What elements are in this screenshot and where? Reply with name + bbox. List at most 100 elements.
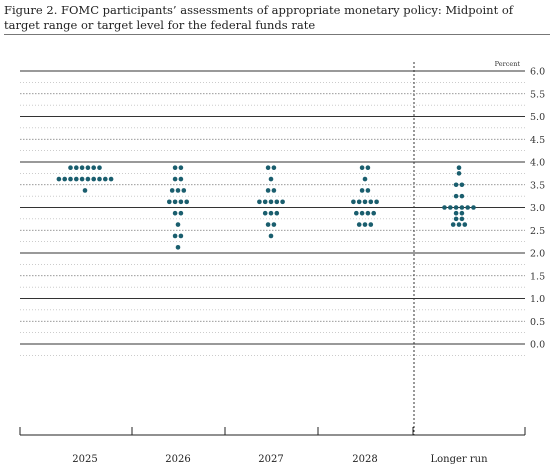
title-rule <box>4 34 550 35</box>
data-point <box>167 199 172 205</box>
data-point <box>175 222 181 227</box>
data-point <box>172 199 178 205</box>
data-point <box>450 222 456 227</box>
data-point <box>178 210 184 216</box>
data-point <box>178 165 184 170</box>
data-point <box>456 165 462 170</box>
data-point <box>108 176 114 182</box>
data-point <box>362 176 368 182</box>
data-point <box>371 210 377 216</box>
data-point <box>268 176 274 182</box>
data-point <box>356 199 362 205</box>
data-point <box>368 199 374 205</box>
data-point <box>453 210 459 216</box>
data-point <box>271 188 277 193</box>
y-tick-label: 0.5 <box>530 317 545 328</box>
chart-title: Figure 2. FOMC participants’ assessments… <box>4 3 514 32</box>
data-point <box>172 233 178 239</box>
data-point <box>274 199 280 205</box>
x-tick-label: 2026 <box>165 454 190 465</box>
y-axis-label: Percent <box>495 60 521 68</box>
data-point <box>365 210 371 216</box>
data-point <box>459 193 465 199</box>
x-tick-label: 2028 <box>352 454 377 465</box>
data-point <box>169 188 175 193</box>
data-point <box>68 176 73 182</box>
data-point <box>265 165 271 170</box>
data-point <box>85 165 91 170</box>
y-tick-label: 0.0 <box>530 340 545 351</box>
data-point <box>362 222 368 227</box>
data-point <box>82 188 88 193</box>
data-point <box>62 176 67 182</box>
data-point <box>359 165 365 170</box>
y-tick-label: 1.5 <box>530 271 545 282</box>
data-point <box>351 199 356 205</box>
data-point <box>268 199 274 205</box>
data-point <box>178 233 184 239</box>
y-tick-label: 2.5 <box>530 226 545 237</box>
data-point <box>268 210 274 216</box>
data-point <box>79 176 85 182</box>
y-tick-label: 5.0 <box>530 112 545 123</box>
data-point <box>453 205 459 210</box>
data-point <box>74 176 79 182</box>
data-point <box>453 182 459 188</box>
data-point <box>359 210 365 216</box>
data-point <box>178 199 184 205</box>
data-point <box>172 176 178 182</box>
data-point <box>459 205 465 210</box>
data-point <box>262 199 268 205</box>
data-point <box>280 199 285 205</box>
y-tick-label: 4.0 <box>530 158 545 169</box>
data-point <box>456 171 462 176</box>
data-point <box>91 165 96 170</box>
y-tick-label: 5.5 <box>530 89 545 100</box>
data-point <box>265 222 271 227</box>
data-point <box>79 165 85 170</box>
data-point <box>97 165 102 170</box>
data-point <box>448 205 453 210</box>
data-point <box>356 222 362 227</box>
y-tick-label: 3.5 <box>530 180 545 191</box>
data-point <box>459 182 465 188</box>
data-point <box>271 165 277 170</box>
data-point <box>172 210 178 216</box>
x-tick-label: 2027 <box>258 454 283 465</box>
data-point <box>85 176 91 182</box>
y-tick-label: 1.0 <box>530 294 545 305</box>
data-point <box>68 165 73 170</box>
data-point <box>456 222 462 227</box>
x-tick-label: 2025 <box>72 454 97 465</box>
data-point <box>181 188 187 193</box>
y-tick-label: 3.0 <box>530 203 545 214</box>
data-point <box>97 176 102 182</box>
data-point <box>274 210 280 216</box>
data-point <box>442 205 447 210</box>
y-tick-label: 2.0 <box>530 249 545 260</box>
data-point <box>257 199 262 205</box>
data-point <box>365 188 371 193</box>
data-point <box>178 176 184 182</box>
x-tick-label: Longer run <box>430 454 488 465</box>
y-tick-label: 6.0 <box>530 67 545 78</box>
data-point <box>91 176 96 182</box>
data-point <box>359 188 365 193</box>
data-point <box>265 188 271 193</box>
data-point <box>465 205 471 210</box>
data-point <box>268 233 274 239</box>
data-point <box>459 210 465 216</box>
data-point <box>365 165 371 170</box>
data-point <box>271 222 277 227</box>
data-point <box>172 165 178 170</box>
data-point <box>362 199 368 205</box>
data-point <box>459 216 465 222</box>
y-tick-label: 4.5 <box>530 135 545 146</box>
data-point <box>184 199 189 205</box>
data-point <box>74 165 79 170</box>
data-point <box>368 222 374 227</box>
data-point <box>103 176 108 182</box>
data-point <box>262 210 268 216</box>
data-point <box>175 188 181 193</box>
data-point <box>175 245 181 250</box>
